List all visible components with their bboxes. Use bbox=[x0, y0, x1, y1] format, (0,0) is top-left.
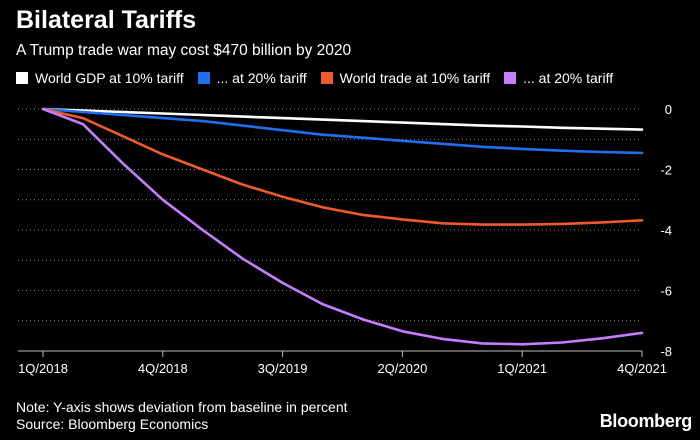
legend-item-world-trade-20: ... at 20% tariff bbox=[504, 70, 613, 86]
x-tick-label: 4Q/2021 bbox=[617, 361, 667, 376]
footnote: Note: Y-axis shows deviation from baseli… bbox=[16, 399, 348, 415]
series-line-1 bbox=[41, 107, 644, 155]
chart-subtitle: A Trump trade war may cost $470 billion … bbox=[16, 42, 352, 59]
legend-item-world-gdp-20: ... at 20% tariff bbox=[197, 70, 307, 86]
legend-label: ... at 20% tariff bbox=[216, 70, 307, 86]
y-tick-label: -8 bbox=[660, 344, 672, 359]
x-tick-label: 1Q/2018 bbox=[18, 361, 68, 376]
legend-swatch bbox=[16, 72, 28, 84]
y-tick-label: -2 bbox=[660, 163, 672, 178]
series-lines bbox=[41, 107, 644, 346]
legend-label: World trade at 10% tariff bbox=[339, 70, 491, 86]
legend-item-world-gdp-10: World GDP at 10% tariff bbox=[16, 70, 184, 86]
legend-swatch bbox=[197, 72, 210, 84]
chart-title: Bilateral Tariffs bbox=[16, 6, 197, 34]
x-tick-label: 4Q/2018 bbox=[138, 361, 188, 376]
y-tick-label: 0 bbox=[665, 102, 672, 117]
x-tick-label: 1Q/2021 bbox=[497, 361, 547, 376]
legend-swatch bbox=[320, 72, 333, 84]
x-axis: 1Q/2018 4Q/2018 3Q/2019 2Q/2020 1Q/2021 4Q/20… bbox=[18, 350, 667, 376]
series-line-2 bbox=[41, 107, 644, 226]
legend-swatch bbox=[504, 72, 517, 84]
bloomberg-logo: Bloomberg bbox=[599, 411, 693, 431]
legend-label: ... at 20% tariff bbox=[523, 70, 614, 86]
legend-label: World GDP at 10% tariff bbox=[35, 70, 184, 86]
x-tick-label: 3Q/2019 bbox=[258, 361, 308, 376]
y-tick-label: -6 bbox=[660, 284, 672, 299]
series-line-3 bbox=[41, 107, 644, 346]
y-tick-label: -4 bbox=[660, 223, 672, 238]
x-tick-label: 2Q/2020 bbox=[377, 361, 427, 376]
legend: World GDP at 10% tariff ... at 20% tarif… bbox=[16, 70, 627, 86]
legend-item-world-trade-10: World trade at 10% tariff bbox=[320, 70, 491, 86]
series-line-0 bbox=[41, 107, 644, 131]
grid bbox=[18, 108, 642, 322]
y-axis: 0 -2 -4 -6 -8 bbox=[660, 102, 672, 359]
source-note: Source: Bloomberg Economics bbox=[16, 416, 209, 432]
